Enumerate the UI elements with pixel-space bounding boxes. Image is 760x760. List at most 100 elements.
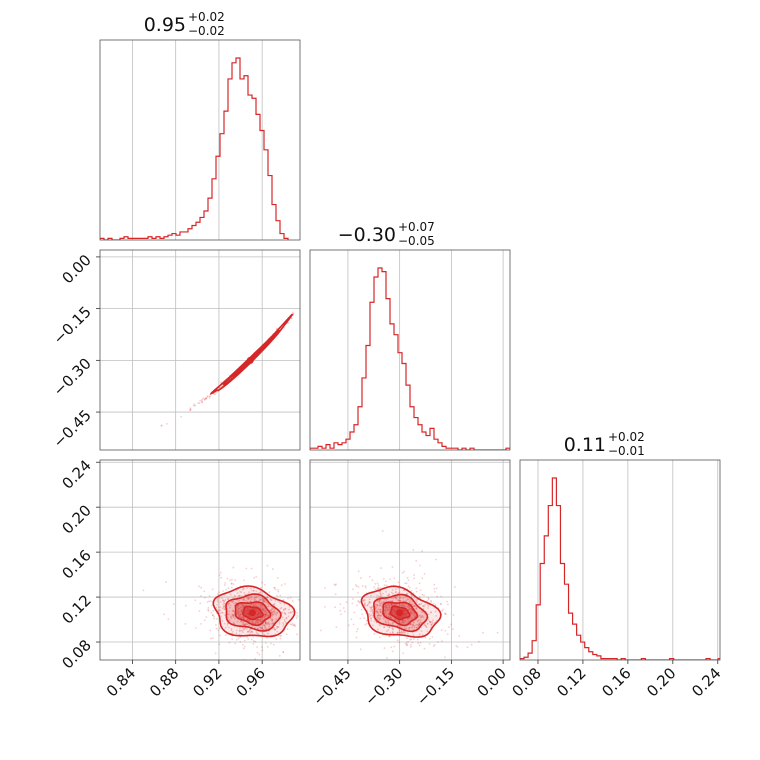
sample-point [477, 640, 480, 643]
joint-0-2 [142, 564, 309, 662]
histogram-bin [528, 653, 532, 660]
histogram-bin [192, 226, 196, 240]
sample-point [351, 602, 354, 605]
sample-point [265, 611, 268, 614]
sample-point [263, 616, 266, 619]
sample-point [427, 605, 430, 607]
sample-point [379, 596, 382, 598]
sample-point [268, 622, 270, 625]
sample-point [242, 623, 245, 626]
sample-point [194, 404, 197, 407]
x-tick-label: 0.24 [688, 664, 724, 700]
sample-point [430, 624, 433, 627]
sample-point [353, 611, 356, 614]
sample-point [390, 603, 393, 605]
sample-point [221, 620, 224, 622]
sample-point [427, 613, 430, 616]
sample-point [252, 642, 255, 645]
sample-point [223, 606, 225, 608]
sample-point [308, 293, 310, 295]
sample-point [237, 608, 240, 611]
sample-point [262, 628, 265, 631]
sample-point [269, 597, 272, 600]
sample-point [391, 627, 394, 629]
sample-point [379, 617, 381, 620]
sample-point [390, 603, 393, 606]
sample-point [399, 597, 402, 600]
sample-point [377, 605, 379, 607]
sample-point [370, 606, 373, 609]
sample-point [238, 627, 241, 630]
sample-point [264, 613, 267, 616]
histogram-bin [350, 432, 354, 450]
sample-point [395, 597, 398, 600]
sample-point [248, 597, 251, 600]
panel-title-1: −0.30 +0.07−0.05 [338, 220, 435, 248]
sample-point [451, 628, 454, 631]
sample-point [242, 604, 245, 607]
sample-point [387, 603, 390, 606]
sample-point [292, 624, 295, 627]
y-tick-label: 0.16 [58, 546, 94, 582]
sample-point [296, 633, 299, 636]
sample-point [265, 602, 268, 605]
histogram-bin [232, 63, 236, 240]
sample-point [280, 584, 283, 587]
sample-point [384, 609, 387, 612]
sample-point [416, 626, 418, 629]
sample-point [397, 592, 399, 595]
sample-point [410, 638, 413, 641]
sample-point [357, 586, 360, 588]
sample-point [401, 626, 404, 629]
sample-point [240, 608, 243, 611]
sample-point [261, 608, 263, 611]
sample-point [289, 596, 292, 599]
sample-point [264, 614, 267, 617]
sample-point [368, 600, 370, 603]
sample-point [172, 603, 175, 606]
sample-point [439, 603, 442, 605]
sample-point [273, 602, 276, 605]
sample-point [239, 613, 242, 616]
sample-point [201, 401, 203, 403]
sample-point [404, 620, 407, 622]
sample-point [232, 621, 235, 624]
sample-point [265, 636, 268, 639]
sample-point [248, 624, 251, 627]
sample-point [271, 618, 274, 621]
sample-point [379, 591, 382, 594]
sample-point [232, 613, 235, 616]
y-tick-label: −0.15 [50, 303, 95, 348]
sample-point [241, 609, 244, 612]
sample-point [379, 603, 382, 605]
sample-point [254, 598, 256, 601]
sample-point [397, 620, 400, 623]
sample-point [402, 620, 404, 623]
sample-point [401, 621, 404, 624]
histogram-bin [236, 58, 240, 240]
sample-point [378, 600, 381, 602]
histogram-bin [593, 654, 597, 660]
sample-point [307, 619, 309, 621]
sample-point [426, 599, 429, 602]
sample-point [259, 598, 262, 601]
sample-point [412, 621, 415, 624]
sample-point [255, 621, 257, 624]
sample-point [400, 631, 402, 634]
sample-point [413, 621, 416, 624]
sample-point [375, 609, 378, 612]
sample-point [409, 610, 412, 613]
sample-point [371, 579, 374, 582]
sample-point [377, 628, 379, 631]
sample-point [363, 603, 366, 606]
sample-point [387, 620, 390, 623]
sample-point [374, 607, 377, 610]
sample-point [228, 660, 230, 662]
sample-point [418, 621, 421, 624]
sample-point [398, 603, 401, 606]
sample-point [412, 625, 414, 627]
sample-point [291, 311, 294, 314]
sample-point [418, 623, 421, 626]
sample-point [243, 579, 245, 582]
histogram-bin [532, 641, 536, 660]
